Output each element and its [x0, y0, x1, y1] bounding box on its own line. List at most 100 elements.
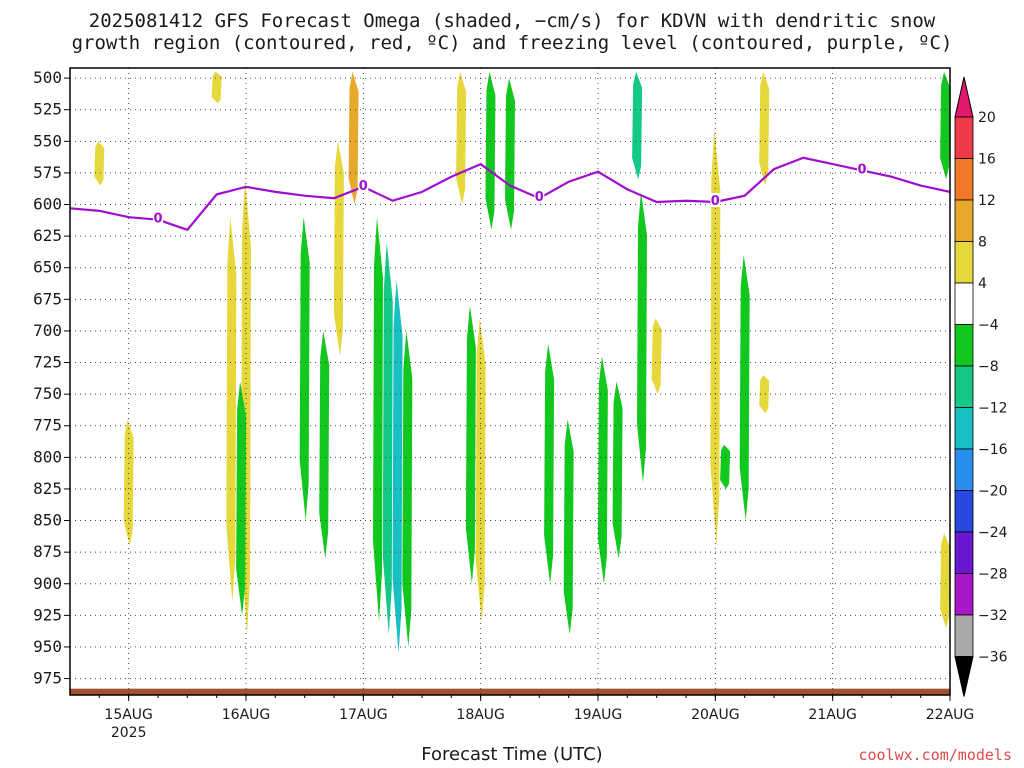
omega-region-27: [720, 444, 731, 489]
y-tick-label-700: 700: [33, 321, 62, 340]
colorbar-over-triangle: [954, 76, 974, 118]
y-tick-label-950: 950: [33, 637, 62, 656]
x-tick-label-21AUG: 21AUG: [808, 707, 857, 723]
colorbar-band-7: [954, 407, 974, 450]
colorbar-band-3: [954, 241, 974, 284]
colorbar-band-12: [954, 614, 974, 657]
y-tick-label-575: 575: [33, 163, 62, 182]
ground-layer: [70, 688, 950, 695]
x-tick-label-22AUG: 22AUG: [926, 707, 975, 723]
y-tick-label-975: 975: [33, 669, 62, 688]
omega-region-6: [299, 217, 310, 521]
y-tick-label-875: 875: [33, 542, 62, 561]
omega-region-12: [392, 280, 403, 654]
y-tick-label-850: 850: [33, 511, 62, 530]
y-tick-label-625: 625: [33, 226, 62, 245]
y-tick-label-775: 775: [33, 416, 62, 435]
colorbar-band-11: [954, 573, 974, 616]
colorbar-label-4: 4: [978, 276, 987, 292]
omega-region-26: [710, 128, 721, 546]
freezing-level-label: 0: [535, 190, 544, 205]
omega-region-10: [373, 217, 383, 622]
colorbar-band-4: [954, 282, 974, 325]
chart-title-line-2: growth region (contoured, red, ºC) and f…: [71, 32, 953, 54]
y-tick-label-900: 900: [33, 574, 62, 593]
omega-region-13: [402, 330, 413, 647]
colorbar-label-9: −20: [978, 484, 1008, 500]
omega-region-30: [759, 375, 770, 414]
credit-text: coolwx.com/models: [858, 746, 1012, 764]
colorbar-under-triangle: [954, 656, 974, 697]
y-tick-label-600: 600: [33, 195, 62, 214]
colorbar-label-7: −12: [978, 401, 1008, 417]
omega-region-14: [456, 71, 467, 205]
omega-region-31: [940, 71, 950, 180]
colorbar-label-13: −36: [978, 650, 1008, 666]
omega-region-22: [612, 381, 623, 559]
omega-region-0: [94, 141, 105, 186]
omega-region-28: [739, 255, 750, 521]
colorbar-label-12: −32: [978, 608, 1008, 624]
omega-region-9: [348, 71, 359, 205]
omega-region-20: [563, 419, 574, 635]
y-tick-label-825: 825: [33, 479, 62, 498]
omega-region-1: [123, 419, 134, 546]
y-tick-label-525: 525: [33, 100, 62, 119]
colorbar-label-0: 20: [978, 110, 996, 126]
colorbar-band-8: [954, 448, 974, 491]
colorbar-label-2: 12: [978, 193, 996, 209]
colorbar-band-1: [954, 158, 974, 201]
colorbar-label-6: −8: [978, 359, 999, 375]
colorbar: 20 16 12 8 4 −4 −8 −12 −16 −20 −24 −28 −32 −36: [954, 76, 1008, 697]
ground-strip: [70, 688, 950, 695]
omega-region-24: [637, 191, 647, 483]
colorbar-label-1: 16: [978, 152, 996, 168]
colorbar-label-8: −16: [978, 442, 1008, 458]
omega-region-29: [759, 71, 770, 186]
x-tick-label-18AUG: 18AUG: [456, 707, 505, 723]
x-tick-label-20AUG: 20AUG: [691, 707, 740, 723]
omega-region-21: [597, 356, 608, 584]
x-axis: 15AUG 2025 16AUG 17AUG 18AUG 19AUG 20AUG 21AUG 2…: [98, 695, 975, 741]
y-axis: 500 525 550 575 600 625 650 675 700 725 750 775 800 8…: [33, 68, 70, 688]
y-tick-label-500: 500: [33, 68, 62, 87]
x-tick-label-17AUG: 17AUG: [339, 707, 388, 723]
y-tick-label-650: 650: [33, 258, 62, 277]
omega-region-5: [236, 381, 247, 616]
colorbar-label-11: −28: [978, 567, 1008, 583]
omega-region-18: [505, 78, 515, 230]
x-tick-label-19AUG: 19AUG: [574, 707, 623, 723]
omega-region-7: [319, 330, 330, 559]
y-tick-label-800: 800: [33, 447, 62, 466]
freezing-label-bg: [857, 161, 867, 176]
omega-region-32: [940, 533, 950, 629]
freezing-label-bg: [710, 192, 721, 207]
x-tick-label-15AUG: 15AUG: [104, 707, 153, 723]
colorbar-label-10: −24: [978, 525, 1008, 541]
y-tick-label-925: 925: [33, 605, 62, 624]
y-tick-label-675: 675: [33, 289, 62, 308]
freezing-level-layer: 0 0 0 0 0: [70, 156, 950, 232]
omega-region-15: [465, 305, 476, 584]
omega-region-17: [485, 71, 496, 230]
x-year-label: 2025: [111, 725, 147, 741]
colorbar-band-9: [954, 490, 974, 533]
grid-layer: [70, 68, 951, 695]
y-tick-label-550: 550: [33, 131, 62, 150]
freezing-label-bg: [153, 210, 163, 225]
colorbar-band-6: [954, 365, 974, 408]
omega-region-3: [226, 217, 237, 603]
colorbar-label-5: −4: [978, 318, 999, 334]
omega-region-8: [333, 141, 344, 357]
omega-region-23: [632, 71, 643, 180]
freezing-label-bg: [534, 189, 545, 204]
y-tick-label-750: 750: [33, 384, 62, 403]
colorbar-band-10: [954, 531, 974, 574]
freezing-level-label: 0: [359, 179, 368, 194]
omega-region-11: [382, 242, 393, 635]
omega-region-2: [211, 71, 222, 104]
colorbar-band-5: [954, 324, 974, 367]
freezing-level-label: 0: [153, 212, 162, 227]
x-axis-label: Forecast Time (UTC): [421, 744, 603, 765]
colorbar-band-2: [954, 199, 974, 242]
